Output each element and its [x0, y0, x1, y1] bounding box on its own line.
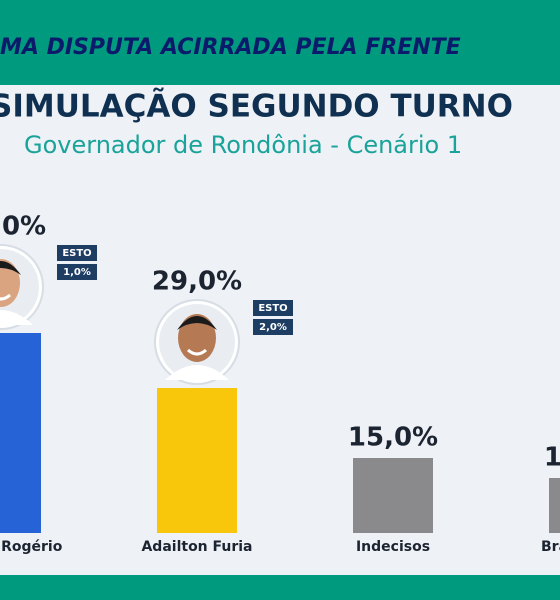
badge-bottom [253, 319, 293, 335]
value-label: 40,0% [0, 212, 46, 242]
x-tick-label: Marcos Rogério [0, 539, 63, 555]
badge-bottom [57, 264, 97, 280]
photo-hair [0, 261, 21, 275]
photo-shoulders [165, 365, 229, 380]
photo-shoulders [0, 310, 33, 325]
x-tick-label: Brancos ou não sabem [541, 539, 560, 555]
chart-subtitle: Governador de Rondônia - Cenário 1 [24, 131, 462, 159]
value-label: 11,0% [544, 443, 560, 473]
chart-title: SIMULAÇÃO SEGUNDO TURNO [0, 88, 513, 125]
value-label: 29,0% [152, 267, 242, 297]
badge-value: 2,0% [259, 322, 287, 333]
bar [0, 333, 41, 533]
photo-hair [177, 316, 217, 330]
x-tick-label: Indecisos [356, 539, 430, 555]
x-tick-label: Adailton Furia [141, 539, 252, 555]
bar [157, 388, 237, 533]
footer-bar [0, 575, 560, 600]
badge-label: ESTO [62, 248, 91, 259]
badge-label: ESTO [258, 303, 287, 314]
photo-face [178, 314, 216, 362]
banner-bg [0, 0, 560, 85]
badge-top [253, 300, 293, 316]
photo-smile [0, 293, 11, 301]
bar [353, 458, 433, 533]
badge-top [57, 245, 97, 261]
value-label: 15,0% [348, 423, 438, 453]
photo-smile [187, 348, 207, 356]
banner: MA DISPUTA ACIRRADA PELA FRENTE [0, 35, 461, 60]
badge-value: 1,0% [63, 267, 91, 278]
bar [549, 478, 560, 533]
